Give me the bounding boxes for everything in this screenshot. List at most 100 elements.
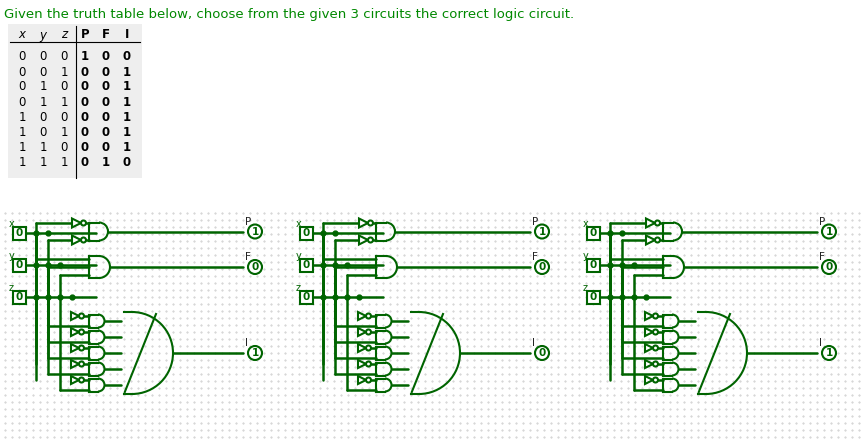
Circle shape <box>653 361 658 366</box>
Text: 0: 0 <box>40 66 47 79</box>
Circle shape <box>366 313 371 318</box>
Text: 0: 0 <box>81 111 89 123</box>
Bar <box>587 290 600 304</box>
Text: 0: 0 <box>302 228 310 238</box>
Text: P: P <box>80 28 89 41</box>
Text: 0: 0 <box>81 95 89 108</box>
Bar <box>12 258 26 271</box>
Text: x: x <box>9 219 15 229</box>
Text: 0: 0 <box>589 292 596 302</box>
Text: P: P <box>819 217 825 226</box>
Text: 0: 0 <box>302 260 310 270</box>
Bar <box>299 258 312 271</box>
Text: 0: 0 <box>60 140 67 154</box>
Text: 1: 1 <box>123 140 131 154</box>
Text: 0: 0 <box>102 140 110 154</box>
Text: 0: 0 <box>251 262 259 272</box>
Text: 0: 0 <box>302 292 310 302</box>
Circle shape <box>248 346 262 360</box>
Text: 1: 1 <box>18 155 26 169</box>
Text: x: x <box>296 219 302 229</box>
Circle shape <box>366 377 371 382</box>
Circle shape <box>366 329 371 334</box>
Text: z: z <box>583 283 588 293</box>
Text: 0: 0 <box>60 80 67 94</box>
Polygon shape <box>71 312 79 320</box>
Circle shape <box>822 260 836 274</box>
Text: F: F <box>819 252 825 262</box>
Polygon shape <box>645 376 653 384</box>
Text: 0: 0 <box>589 260 596 270</box>
Text: P: P <box>532 217 539 226</box>
Circle shape <box>81 238 86 242</box>
Text: y: y <box>40 28 47 41</box>
Text: F: F <box>102 28 110 41</box>
Text: 0: 0 <box>40 111 47 123</box>
Text: 1: 1 <box>60 155 68 169</box>
Text: 1: 1 <box>39 80 47 94</box>
Bar <box>587 258 600 271</box>
Circle shape <box>79 313 84 318</box>
Text: Given the truth table below, choose from the given 3 circuits the correct logic : Given the truth table below, choose from… <box>4 8 574 21</box>
Text: 0: 0 <box>81 140 89 154</box>
Text: 0: 0 <box>102 66 110 79</box>
Bar <box>8 24 142 178</box>
Polygon shape <box>358 328 366 336</box>
Text: 1: 1 <box>825 348 833 358</box>
Text: 0: 0 <box>102 95 110 108</box>
Circle shape <box>653 329 658 334</box>
Text: 0: 0 <box>102 111 110 123</box>
Text: 1: 1 <box>60 126 68 139</box>
Polygon shape <box>645 344 653 352</box>
Polygon shape <box>358 312 366 320</box>
Text: 1: 1 <box>251 348 259 358</box>
Text: 0: 0 <box>40 126 47 139</box>
Text: 0: 0 <box>18 80 26 94</box>
Bar <box>12 290 26 304</box>
Circle shape <box>535 260 549 274</box>
Text: I: I <box>125 28 129 41</box>
Text: P: P <box>245 217 251 226</box>
Text: 1: 1 <box>539 226 545 237</box>
Text: 0: 0 <box>81 155 89 169</box>
Text: 1: 1 <box>39 140 47 154</box>
Polygon shape <box>645 328 653 336</box>
Circle shape <box>248 225 262 238</box>
Text: z: z <box>61 28 67 41</box>
Circle shape <box>79 345 84 350</box>
Circle shape <box>248 260 262 274</box>
Circle shape <box>653 377 658 382</box>
Circle shape <box>535 346 549 360</box>
Polygon shape <box>71 360 79 368</box>
Text: F: F <box>245 252 251 262</box>
Text: I: I <box>245 338 248 348</box>
Text: 0: 0 <box>16 292 22 302</box>
Circle shape <box>655 221 660 226</box>
Text: 0: 0 <box>18 66 26 79</box>
Polygon shape <box>71 344 79 352</box>
Polygon shape <box>358 376 366 384</box>
Circle shape <box>655 238 660 242</box>
Text: 0: 0 <box>16 260 22 270</box>
Text: 0: 0 <box>825 262 833 272</box>
Text: 0: 0 <box>102 126 110 139</box>
Text: 1: 1 <box>123 95 131 108</box>
Text: z: z <box>9 283 14 293</box>
Text: 1: 1 <box>123 126 131 139</box>
Text: 0: 0 <box>60 51 67 63</box>
Polygon shape <box>646 218 655 227</box>
Text: 0: 0 <box>81 66 89 79</box>
Text: I: I <box>819 338 822 348</box>
Text: 0: 0 <box>18 51 26 63</box>
Text: 0: 0 <box>16 228 22 238</box>
Circle shape <box>653 313 658 318</box>
Text: 1: 1 <box>123 80 131 94</box>
Circle shape <box>368 238 373 242</box>
Text: y: y <box>296 251 302 261</box>
Text: 1: 1 <box>39 155 47 169</box>
Bar <box>299 226 312 239</box>
Text: 0: 0 <box>60 111 67 123</box>
Text: 1: 1 <box>81 51 89 63</box>
Text: 1: 1 <box>18 126 26 139</box>
Text: x: x <box>18 28 26 41</box>
